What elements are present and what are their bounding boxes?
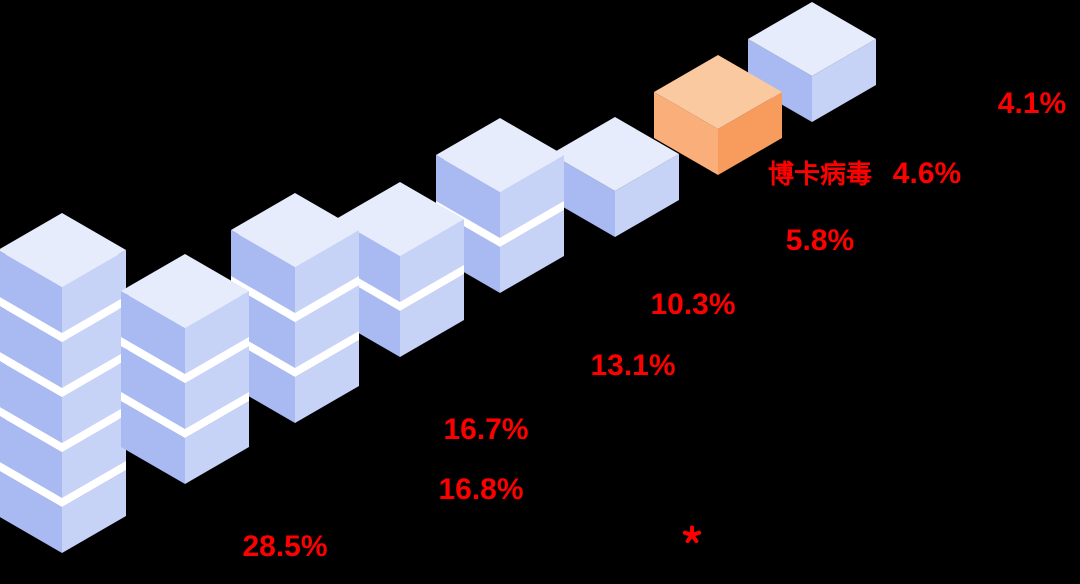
- cube-top-face: [748, 2, 876, 76]
- cube-top-face: [0, 213, 126, 287]
- cube-left-face: [551, 154, 615, 237]
- cube-left-face: [121, 346, 185, 429]
- cube-right-face: [500, 210, 564, 293]
- cube-right-face: [500, 155, 564, 238]
- cube-right-face: [185, 346, 249, 429]
- cube-left-face: [0, 306, 62, 388]
- value-label-4.1pct: 4.1%: [997, 87, 1067, 120]
- cube-top-face: [551, 117, 679, 191]
- cube-right-face: [185, 401, 249, 484]
- value-label-5.8pct: 5.8%: [785, 224, 855, 257]
- cube-stack: [748, 2, 876, 122]
- cube-right-face: [400, 219, 464, 302]
- cube-left-face: [0, 251, 62, 333]
- cube-left-face: [436, 155, 500, 238]
- cube-stack-博卡病毒: [654, 55, 782, 175]
- cube-stack: [436, 118, 564, 293]
- value-label-4.6pct: 4.6%: [892, 157, 962, 190]
- cube-left-face: [231, 230, 295, 313]
- cube-right-face: [62, 360, 126, 443]
- cube-top-face: [231, 193, 359, 267]
- cube-left-face: [0, 471, 62, 553]
- cube-right-face: [295, 285, 359, 368]
- cube-right-face: [62, 415, 126, 498]
- value-label-13.1pct: 13.1%: [590, 349, 676, 382]
- iso-cube: [748, 2, 876, 122]
- cube-right-face: [812, 39, 876, 122]
- iso-cube: [654, 55, 782, 175]
- iso-cube: [436, 118, 564, 238]
- series-name-label: 博卡病毒: [767, 159, 873, 189]
- cube-left-face: [121, 291, 185, 374]
- cube-top-face: [654, 55, 782, 129]
- iso-cube: [121, 254, 249, 374]
- cube-left-face: [121, 401, 185, 484]
- value-label-16.8pct: 16.8%: [438, 473, 524, 506]
- cube-right-face: [62, 470, 126, 553]
- footnote-asterisk: [682, 525, 702, 544]
- iso-cube: [0, 213, 126, 333]
- cube-stack: [121, 254, 249, 484]
- cube-top-face: [121, 254, 249, 328]
- cube-left-face: [0, 361, 62, 443]
- cube-right-face: [62, 250, 126, 333]
- iso-cube: [336, 182, 464, 302]
- iso-cube: [231, 193, 359, 313]
- cube-left-face: [654, 92, 718, 175]
- cube-right-face: [185, 291, 249, 374]
- value-label-10.3pct: 10.3%: [650, 288, 736, 321]
- cube-top-face: [336, 182, 464, 256]
- cube-stack: [231, 193, 359, 423]
- value-label-16.7pct: 16.7%: [443, 413, 529, 446]
- iso-cube: [551, 117, 679, 237]
- cube-stack: [0, 213, 126, 553]
- cube-right-face: [295, 340, 359, 423]
- cube-right-face: [718, 92, 782, 175]
- cube-stack: [551, 117, 679, 237]
- cube-right-face: [615, 154, 679, 237]
- value-label-28.5pct: 28.5%: [242, 530, 328, 563]
- cube-stack: [336, 182, 464, 357]
- cube-left-face: [748, 39, 812, 122]
- cube-left-face: [0, 416, 62, 498]
- cube-right-face: [62, 305, 126, 388]
- cube-right-face: [295, 230, 359, 313]
- cube-top-face: [436, 118, 564, 192]
- cube-right-face: [400, 274, 464, 357]
